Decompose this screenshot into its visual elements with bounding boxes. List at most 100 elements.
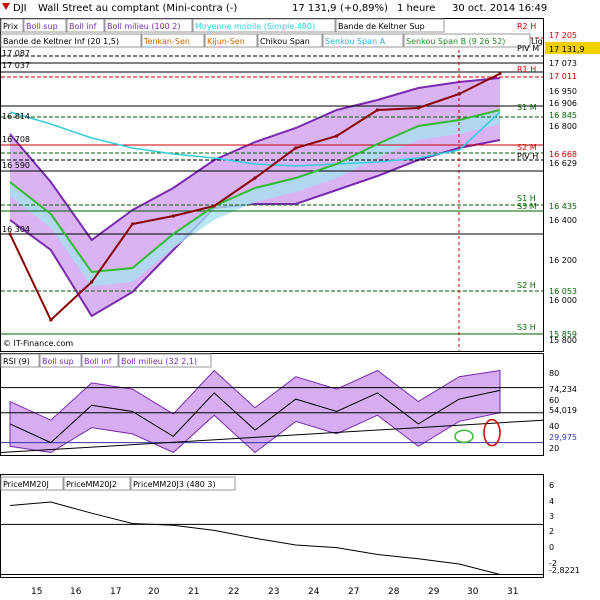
legend-boll-milieu[interactable]: Boll milieu (100 2): [107, 22, 181, 31]
rsi-line: [9, 389, 501, 444]
price-mm-line: [9, 501, 501, 575]
ma480-line: [9, 111, 501, 167]
legend-row-2: Bande de Keltner Inf (20 1,5) Tenkan-Sen…: [0, 33, 543, 48]
legend-price[interactable]: Prix: [3, 22, 18, 31]
x-label-30: 30: [467, 587, 479, 597]
rsi-level-74: 74,234: [549, 385, 577, 394]
price-point-6: [253, 176, 257, 180]
ichimoku-cloud-fill: [10, 110, 500, 286]
rsi-legend-boll-inf[interactable]: Boll inf: [84, 357, 112, 366]
mm-legend-1[interactable]: PriceMM20J: [3, 480, 49, 489]
mm-legend-3[interactable]: PriceMM20J3 (480 3): [133, 480, 216, 489]
x-label-15: 15: [31, 587, 42, 597]
x-label-17: 17: [110, 587, 121, 597]
level-value-s1h: 16 435: [549, 202, 577, 211]
x-label-16: 16: [70, 587, 82, 597]
price-point-8: [335, 134, 339, 138]
rsi-annotation-green: [454, 429, 474, 444]
rsi-legend: RSI (9) Boll sup Boll inf Boll milieu (3…: [0, 353, 212, 368]
price-point-9: [375, 108, 380, 112]
level-value-r2h: 17 205: [549, 31, 577, 40]
rsi-level-54: 54,019: [549, 406, 577, 415]
legend-lig[interactable]: Lig: [531, 37, 543, 46]
x-axis: 15 16 17 20 21 22 23 24 27 28 29 30 31: [31, 587, 518, 597]
mm-level-last: -2,8221: [549, 566, 580, 575]
rsi-series-group: [0, 369, 544, 454]
header-change: (+0,89%): [340, 3, 388, 14]
level-label-s2h: S2 H: [517, 281, 536, 290]
legend-chikou-span[interactable]: Chikou Span: [260, 37, 310, 46]
level-value-s1m: 16 845: [549, 111, 577, 120]
rsi-tick-60: 60: [549, 396, 559, 405]
watermark: © IT-Finance.com: [3, 339, 73, 348]
legend-row-1: Prix Boll sup Boll inf Boll milieu (100 …: [0, 18, 445, 33]
header-last-price: 17 131,9: [292, 3, 337, 14]
price-tick-3: 15 800: [549, 336, 577, 345]
chart-title-name: Wall Street au comptant (Mini-contra (-): [38, 3, 237, 14]
level-value-pivh: 16 629: [549, 159, 577, 168]
left-level-16814: 16 814: [2, 112, 30, 121]
mm-tick-0: 0: [549, 543, 554, 552]
legend-kijun-sen[interactable]: Kijun-Sen: [207, 37, 245, 46]
rsi-tick-20: 20: [549, 444, 559, 453]
left-level-16708: 16 708: [2, 135, 30, 144]
x-label-31: 31: [507, 587, 518, 597]
level-value-16800: 16 800: [549, 122, 577, 131]
level-label-pivm: PIV M: [517, 44, 539, 53]
mm-legend: PriceMM20J PriceMM20J2 PriceMM20J3 (480 …: [0, 476, 236, 491]
mm-tick-minus2: -2: [549, 559, 557, 568]
legend-boll-inf[interactable]: Boll inf: [69, 22, 97, 31]
mm-tick-2: 2: [549, 527, 554, 536]
price-axis-ticks: 16 400 16 200 16 000 15 800: [549, 216, 577, 345]
rsi-legend-rsi[interactable]: RSI (9): [3, 357, 30, 366]
level-value-16906: 16 906: [549, 99, 577, 108]
price-tick-1: 16 200: [549, 256, 577, 265]
price-point-7: [294, 146, 298, 150]
legend-keltner-sup[interactable]: Bande de Keltner Sup: [338, 22, 425, 31]
ichimoku-cloud: [10, 110, 500, 286]
kijun-line: [9, 109, 501, 274]
price-point-10: [416, 106, 420, 110]
bollinger-upper-line: [9, 77, 501, 242]
rsi-tick-40: 40: [549, 422, 559, 431]
price-point-1: [49, 318, 53, 322]
level-label-r1h: R1 H: [517, 65, 536, 74]
price-point-5: [212, 204, 216, 208]
rsi-legend-boll-sup[interactable]: Boll sup: [42, 357, 74, 366]
level-label-s3m: S3 M: [517, 202, 537, 211]
legend-senkou-a[interactable]: Senkou Span A: [325, 37, 386, 46]
chart-title-ticker: DJI: [13, 3, 27, 14]
level-value-s3h: 15 859: [549, 330, 577, 339]
price-tick-0: 16 400: [549, 216, 577, 225]
rsi-annotation-red: [483, 418, 501, 447]
x-label-29: 29: [428, 587, 440, 597]
x-label-20: 20: [148, 587, 160, 597]
legend-senkou-b[interactable]: Senkou Span B (9 26 52): [406, 37, 505, 46]
level-label-s1h: S1 H: [517, 194, 536, 203]
mm-legend-2[interactable]: PriceMM20J2: [66, 480, 117, 489]
rsi-legend-boll-milieu[interactable]: Boll milieu (32 2,1): [121, 357, 197, 366]
price-tick-2: 16 000: [549, 296, 577, 305]
level-label-pivh: PIV H: [517, 152, 538, 161]
level-value-s2m: 16 668: [549, 150, 577, 159]
price-point-12: [498, 72, 502, 76]
price-point-4: [171, 214, 175, 218]
price-point-0: [8, 232, 12, 236]
header-interval: 1 heure: [397, 3, 435, 14]
legend-tenkan-sen[interactable]: Tenkan-Sen: [143, 37, 190, 46]
left-level-16590: 16 590: [2, 161, 30, 170]
level-label-s2m: S2 M: [517, 143, 537, 152]
level-value-last: 17 131,9: [549, 45, 585, 54]
x-label-21: 21: [188, 587, 199, 597]
rsi-trendline: [0, 419, 544, 454]
mm-tick-6: 6: [549, 481, 554, 490]
price-point-11: [457, 92, 461, 96]
price-mm-series-group: [1, 501, 543, 575]
price-series-group: [8, 72, 502, 322]
mm-level-3: 3: [549, 512, 554, 521]
right-levels: R2 H 17 205 PIV M 17 131,9 17 073 R1 H 1…: [517, 22, 600, 339]
legend-boll-sup[interactable]: Boll sup: [26, 22, 58, 31]
legend-moving-average[interactable]: Moyenne mobile (Simple 480): [195, 22, 315, 31]
legend-keltner-inf[interactable]: Bande de Keltner Inf (20 1,5): [3, 37, 119, 46]
